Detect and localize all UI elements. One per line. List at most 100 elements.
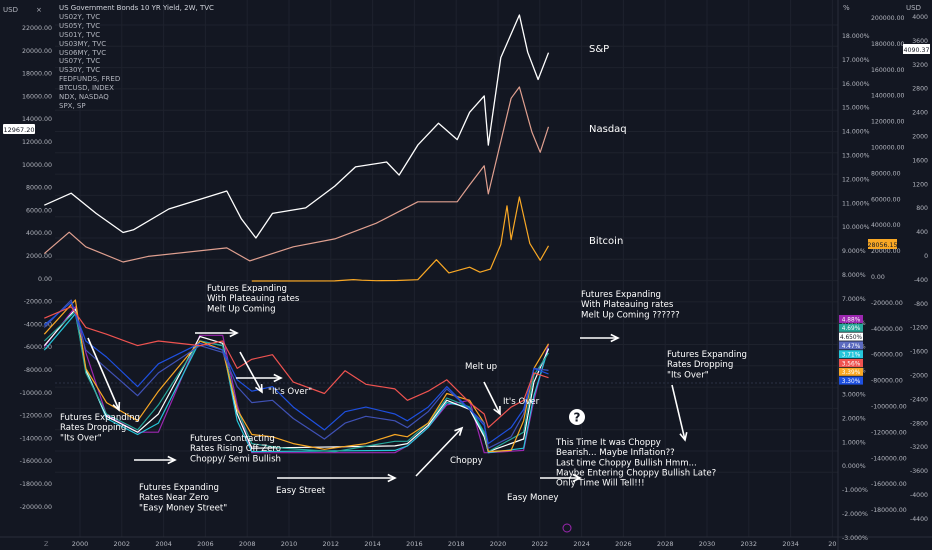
series-lines — [43, 14, 550, 454]
pct-tick-label: 8.000% — [842, 272, 866, 279]
series-line — [44, 14, 550, 239]
arrow-shaft — [671, 384, 686, 441]
btc-axis-highlight-text: 28056.15 — [867, 242, 897, 249]
usd-axis-highlight-text: 4090.37 — [903, 47, 929, 54]
yield-badge-text: 4.88% — [842, 317, 861, 323]
left-axis-close-button[interactable]: × — [36, 6, 42, 14]
arrow-head — [493, 405, 501, 416]
pct-tick-label: 9.000% — [842, 248, 866, 255]
arrow-head — [572, 473, 582, 483]
x-tick-label: 2020 — [490, 540, 507, 548]
annotation-a8: Melt up — [465, 362, 497, 372]
legend-entry[interactable]: US30Y, TVC — [59, 66, 101, 75]
pct-tick-label: -3.000% — [842, 535, 868, 542]
left-tick-label: -20000.00 — [20, 504, 52, 511]
btc-tick-label: 160000.00 — [871, 67, 905, 74]
annotation-line: S&P — [589, 44, 609, 55]
usd-tick-label: 0 — [924, 253, 928, 260]
annotation-line: It's Over — [503, 397, 540, 407]
legend-entry[interactable]: FEDFUNDS, FRED — [59, 75, 121, 84]
left-axis-highlight: 12967.20 — [3, 124, 35, 134]
annotation-bitcoin: Bitcoin — [589, 236, 623, 247]
left-tick-label: 4000.00 — [26, 230, 52, 237]
pct-tick-label: 6.000% — [842, 320, 866, 327]
annotation-nasdaq: Nasdaq — [589, 124, 627, 135]
annotation-line: Nasdaq — [589, 124, 627, 135]
arrow — [580, 333, 620, 343]
series-line — [43, 301, 549, 445]
annotation-line: Rates Rising Off Zero — [190, 444, 281, 454]
left-tick-label: 20000.00 — [22, 48, 52, 55]
usd-tick-label: -800 — [914, 301, 928, 308]
annotation-line: With Plateauing rates — [207, 294, 300, 304]
usd-tick-label: 3200 — [912, 62, 928, 69]
left-tick-label: 10000.00 — [22, 162, 52, 169]
pct-tick-label: 0.000% — [842, 463, 866, 470]
legend-entry[interactable]: US03MY, TVC — [59, 39, 107, 48]
annotation-a5: "It's Over" — [268, 387, 312, 397]
x-tick-label: 2016 — [406, 540, 423, 548]
left-tick-label: 6000.00 — [26, 207, 52, 214]
yield-badge-text: 3.71% — [842, 353, 861, 359]
annotation-line: "It's Over" — [268, 387, 312, 397]
legend-entry[interactable]: NDX, NASDAQ — [59, 93, 109, 102]
pct-tick-label: 1.000% — [842, 439, 866, 446]
left-tick-label: 12000.00 — [22, 139, 52, 146]
series-line — [43, 299, 549, 449]
annotation-line: Melt Up Coming ?????? — [581, 310, 680, 320]
yield-badge-text: 3.30% — [842, 379, 861, 385]
annotation-a2: Futures Expanding Rates Near Zero "Easy Mo… — [139, 483, 227, 513]
x-tick-label: 2024 — [573, 540, 590, 548]
yield-badge-text: 4.69% — [842, 326, 861, 332]
btc-tick-label: 180000.00 — [871, 41, 905, 48]
annotation-a13: This Time It was Choppy Bearish... Maybe … — [555, 438, 716, 489]
left-tick-label: 0.00 — [38, 276, 52, 283]
legend-entry[interactable]: US02Y, TVC — [59, 12, 101, 21]
btc-tick-label: 0.00 — [871, 274, 885, 281]
pct-tick-label: 10.000% — [842, 224, 870, 231]
annotation-a3: Futures Expanding With Plateauing rates Me… — [207, 284, 300, 314]
x-tick-label: 2030 — [699, 540, 716, 548]
legend-entry[interactable]: US05Y, TVC — [59, 21, 101, 30]
annotation-a11: Futures Expanding With Plateauing rates Me… — [581, 290, 680, 320]
usd-tick-label: 1600 — [912, 157, 928, 164]
yield-badge: 3.56% — [839, 359, 863, 367]
annotation-a7: Choppy — [450, 456, 483, 466]
left-tick-label: -2000.00 — [24, 299, 52, 306]
legend-entry[interactable]: SPX, SP — [59, 101, 86, 110]
usd-tick-label: 4000 — [912, 14, 928, 21]
series-line — [43, 306, 550, 454]
annotation-line: Choppy/ Semi Bullish — [190, 454, 281, 464]
legend-entry[interactable]: US07Y, TVC — [59, 57, 101, 66]
annotation-a6: Easy Street — [276, 486, 326, 496]
pct-tick-label: 17.000% — [842, 57, 870, 64]
annotation-line: Bearish... Maybe Inflation?? — [556, 448, 675, 458]
btc-tick-label: -100000.00 — [871, 404, 907, 411]
x-tick-label: 2034 — [782, 540, 799, 548]
annotation-a4: Futures Contracting Rates Rising Off Zero… — [190, 434, 281, 464]
x-tick-label: 2008 — [239, 540, 256, 548]
btc-tick-label: -120000.00 — [871, 429, 907, 436]
yield-badge-text: 3.39% — [842, 370, 861, 376]
btc-tick-label: -140000.00 — [871, 455, 907, 462]
legend-entry[interactable]: US01Y, TVC — [59, 30, 101, 39]
arrow — [415, 426, 464, 477]
pct-tick-label: 3.000% — [842, 392, 866, 399]
annotation-line: This Time It was Choppy — [555, 438, 661, 448]
yield-badges: 4.88% 4.69% 4.650% 4.47% 3.71% 3.56% 3.39% 3.30… — [839, 315, 863, 385]
left-axis-unit: USD — [3, 6, 18, 14]
legend-entry[interactable]: US06MY, TVC — [59, 48, 107, 57]
x-tick-label: 2004 — [155, 540, 172, 548]
btc-tick-label: -180000.00 — [871, 507, 907, 514]
annotation-line: "Easy Money Street" — [139, 503, 227, 513]
yield-badge: 4.650% — [839, 332, 863, 341]
legend-entry[interactable]: BTCUSD, INDEX — [59, 84, 114, 93]
btc-tick-label: 80000.00 — [871, 170, 901, 177]
yield-badge-bg — [839, 315, 863, 323]
yield-badge-bg — [839, 376, 863, 385]
arrow — [671, 384, 688, 442]
usd-tick-label: -400 — [914, 277, 928, 284]
arrow — [134, 455, 177, 465]
